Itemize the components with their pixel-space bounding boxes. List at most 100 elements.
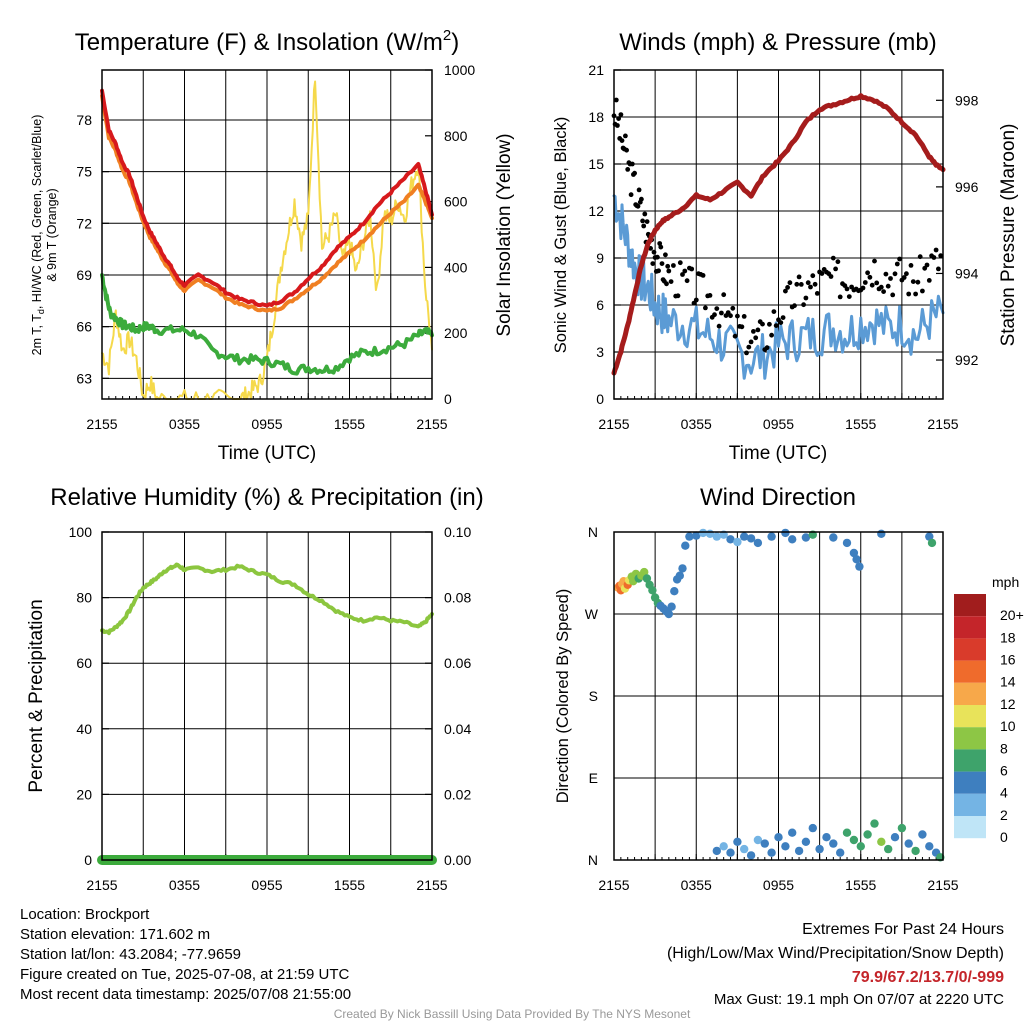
gust-point — [883, 271, 889, 277]
wind-direction-point — [897, 823, 907, 833]
gust-point — [810, 273, 816, 279]
wind-direction-point — [774, 833, 783, 842]
gust-point — [651, 249, 657, 255]
wind-ytick-right-label: 992 — [955, 352, 979, 368]
wind-direction-point — [794, 846, 804, 856]
wind-direction-point — [808, 823, 817, 833]
wind-direction-point — [719, 842, 728, 851]
gust-point — [657, 241, 663, 246]
temp-ylabel-right: Solar Insolation (Yellow) — [494, 133, 515, 336]
gust-point — [707, 293, 713, 298]
wind-ylabel: Sonic Wind & Gust (Blue, Black) — [552, 117, 570, 354]
gust-point — [675, 293, 681, 299]
rh-title: Relative Humidity (%) & Precipitation (i… — [50, 484, 483, 511]
max-gust: Max Gust: 19.1 mph On 07/07 at 2220 UTC — [713, 991, 1004, 1008]
gust-point — [619, 138, 625, 144]
gust-point — [885, 283, 891, 289]
gust-point — [801, 302, 806, 308]
gust-point — [780, 315, 786, 320]
wind-direction-point — [685, 532, 694, 541]
wind-ytick-right-label: 998 — [955, 92, 979, 108]
gust-point — [910, 279, 916, 284]
temp-xtick-label: 0355 — [169, 416, 200, 432]
relative-humidity-line — [100, 562, 434, 636]
rh-xtick-label: 0355 — [169, 877, 200, 893]
gust-point — [716, 323, 722, 329]
legend-swatch — [954, 638, 986, 661]
wind-ylabel-right: Station Pressure (Maroon) — [998, 124, 1019, 347]
credit-text: Created By Nick Bassill Using Data Provi… — [333, 1007, 691, 1021]
legend-swatch — [954, 793, 986, 816]
gust-point — [628, 192, 634, 198]
gust-point — [635, 203, 641, 209]
gust-point — [924, 262, 930, 268]
wdir-title: Wind Direction — [700, 484, 856, 511]
wind-direction-point — [849, 548, 859, 558]
gust-point — [874, 280, 880, 286]
gust-point — [741, 314, 747, 319]
wind-ytick-label: 6 — [596, 297, 604, 313]
rh-ytick-right-label: 0.02 — [444, 786, 471, 802]
gust-point — [878, 284, 884, 290]
gust-point — [625, 167, 631, 172]
gust-point — [785, 285, 790, 290]
wind-panel: 0 3 6 9 12 15 18 21 992 994 996 998 2155 0355 0955 1555… — [552, 29, 1019, 464]
wind-title: Winds (mph) & Pressure (mb) — [619, 29, 936, 56]
gust-point — [644, 219, 650, 225]
gust-point — [665, 263, 671, 269]
temp-9m-line — [100, 93, 434, 313]
wind-direction-point — [753, 538, 763, 548]
rh-ytick-label: 60 — [76, 655, 92, 671]
wdir-xtick-label: 0955 — [763, 877, 794, 893]
temp-title: Temperature (F) & Insolation (W/m2) — [75, 27, 459, 56]
wind-xtick-label: 1555 — [845, 416, 876, 432]
gust-point — [906, 291, 912, 297]
humidity-panel: 0 20 40 60 80 100 0.00 0.02 0.04 0.06 0.08 0.10 2155… — [26, 484, 484, 893]
legend-swatch — [954, 771, 986, 794]
wind-direction-point — [781, 842, 790, 851]
legend-swatch — [954, 594, 986, 617]
temp-ytick-right-label: 1000 — [444, 62, 475, 78]
gust-point — [915, 279, 921, 285]
temp-ytick-right-label: 0 — [444, 391, 452, 407]
gust-point — [867, 274, 873, 280]
rh-border — [101, 531, 433, 861]
wind-xtick-label: 0955 — [763, 416, 794, 432]
gust-point — [767, 321, 772, 327]
wind-ytick-label: 0 — [596, 391, 604, 407]
gust-point — [926, 278, 932, 283]
gust-point — [650, 261, 656, 266]
wdir-border — [613, 531, 944, 861]
temp-xtick-label: 2155 — [86, 416, 117, 432]
wind-ytick-label: 9 — [596, 250, 604, 266]
wind-direction-point — [746, 534, 756, 543]
legend-label: 20+ — [1000, 607, 1024, 623]
wind-direction-point — [712, 532, 721, 541]
gust-point — [703, 305, 708, 311]
wind-direction-point — [726, 535, 735, 544]
legend-swatch — [954, 727, 986, 750]
wind-direction-point — [829, 533, 838, 542]
sonic-wind-line — [612, 194, 945, 380]
gust-point — [881, 289, 886, 294]
gust-point — [783, 288, 788, 294]
gust-point — [805, 280, 811, 286]
wind-direction-point — [726, 848, 735, 857]
wind-direction-point — [904, 839, 913, 848]
wind-direction-point — [877, 837, 886, 846]
wdir-ytick-label: N — [588, 524, 598, 540]
rh-ytick-label: 80 — [76, 590, 92, 606]
gust-point — [632, 170, 637, 176]
wind-xlabel: Time (UTC) — [729, 443, 828, 464]
legend-label: 14 — [1000, 674, 1016, 690]
gust-point — [794, 281, 800, 287]
legend-label: 12 — [1000, 696, 1016, 712]
wind-ytick-right-label: 994 — [955, 265, 979, 281]
legend-label: 2 — [1000, 807, 1008, 823]
gust-point — [798, 282, 804, 287]
wind-direction-point — [911, 846, 920, 856]
recent-text: Most recent data timestamp: 2025/07/08 2… — [20, 986, 352, 1003]
gust-point — [812, 281, 818, 287]
rh-ytick-right-label: 0.04 — [444, 721, 471, 737]
gust-point — [682, 268, 688, 274]
